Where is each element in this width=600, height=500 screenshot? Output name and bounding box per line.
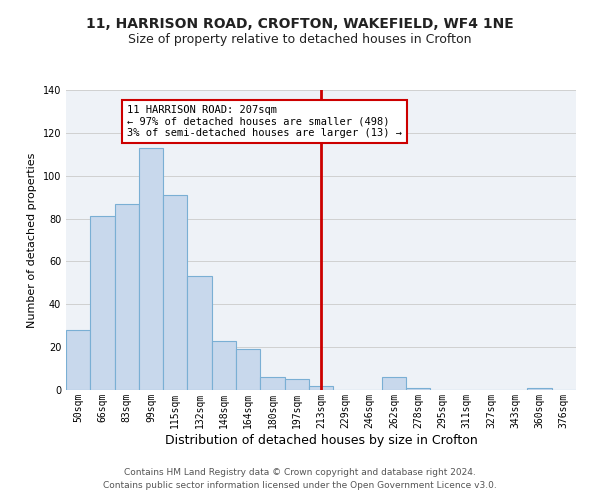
Text: 11 HARRISON ROAD: 207sqm
← 97% of detached houses are smaller (498)
3% of semi-d: 11 HARRISON ROAD: 207sqm ← 97% of detach… — [127, 105, 402, 138]
Bar — [284, 380, 309, 390]
Text: Size of property relative to detached houses in Crofton: Size of property relative to detached ho… — [128, 32, 472, 46]
Bar — [212, 340, 236, 390]
Bar — [527, 388, 552, 390]
Bar — [309, 386, 333, 390]
Bar — [139, 148, 163, 390]
Bar — [406, 388, 430, 390]
Bar — [236, 350, 260, 390]
Text: 11, HARRISON ROAD, CROFTON, WAKEFIELD, WF4 1NE: 11, HARRISON ROAD, CROFTON, WAKEFIELD, W… — [86, 18, 514, 32]
Bar — [260, 377, 284, 390]
Bar — [66, 330, 90, 390]
Y-axis label: Number of detached properties: Number of detached properties — [27, 152, 37, 328]
Bar — [187, 276, 212, 390]
Bar — [90, 216, 115, 390]
Bar — [382, 377, 406, 390]
Text: Contains HM Land Registry data © Crown copyright and database right 2024.: Contains HM Land Registry data © Crown c… — [124, 468, 476, 477]
Bar — [115, 204, 139, 390]
Text: Contains public sector information licensed under the Open Government Licence v3: Contains public sector information licen… — [103, 482, 497, 490]
X-axis label: Distribution of detached houses by size in Crofton: Distribution of detached houses by size … — [164, 434, 478, 446]
Bar — [163, 195, 187, 390]
